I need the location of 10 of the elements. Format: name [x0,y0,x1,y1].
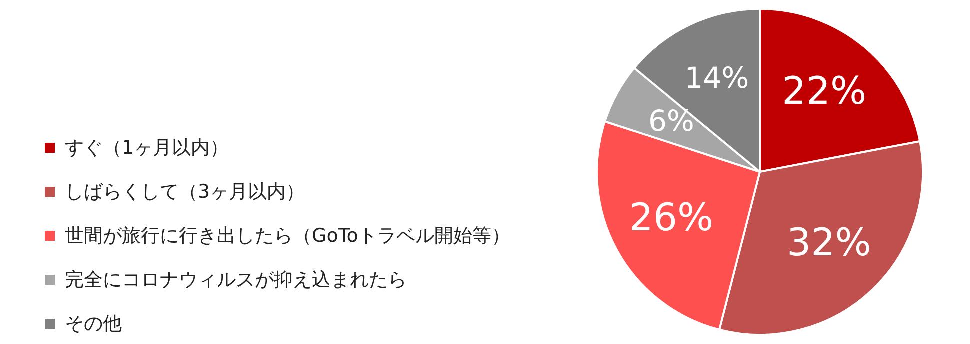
legend-label: 完全にコロナウィルスが抑え込まれたら [65,268,407,293]
legend-label: 世間が旅行に行き出したら（GoToトラベル開始等） [65,224,510,249]
data-label: 22% [782,69,867,114]
data-label: 32% [786,220,872,265]
legend-label: すぐ（1ヶ月以内） [65,136,230,161]
data-label: 26% [629,196,714,240]
data-label: 14% [684,61,750,96]
legend-label: その他 [65,312,122,337]
legend-label: しばらくして（3ヶ月以内） [65,180,306,205]
data-label: 6% [648,104,694,138]
